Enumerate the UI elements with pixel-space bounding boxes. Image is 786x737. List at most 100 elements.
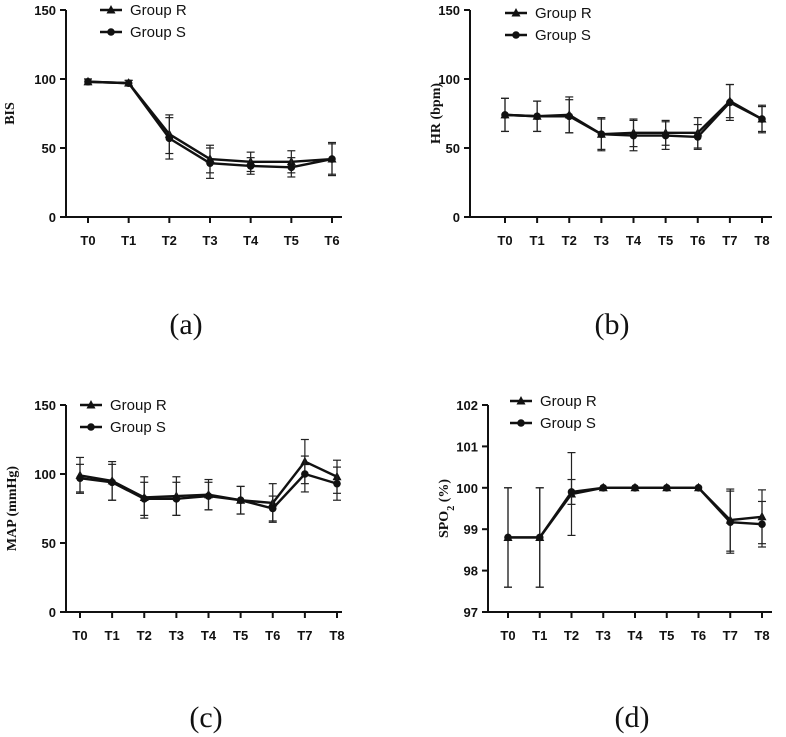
x-tick-label: T4 — [627, 628, 643, 643]
x-tick-label: T6 — [265, 628, 280, 643]
legend-marker — [512, 31, 520, 39]
panel-caption: (d) — [615, 701, 650, 734]
x-tick-label: T7 — [722, 233, 737, 248]
y-tick-label: 100 — [34, 72, 56, 87]
y-axis-title: HR (bpm) — [429, 83, 444, 144]
y-tick-label: 98 — [464, 564, 478, 579]
y-axis-title: BIS — [3, 102, 18, 125]
x-tick-label: T7 — [723, 628, 738, 643]
legend-marker — [106, 5, 116, 14]
data-point — [661, 131, 670, 140]
x-tick-label: T0 — [500, 628, 515, 643]
x-tick-label: T2 — [564, 628, 579, 643]
x-tick-label: T3 — [202, 233, 217, 248]
data-point — [108, 478, 116, 487]
x-tick-label: T2 — [162, 233, 177, 248]
x-tick-label: T1 — [105, 628, 120, 643]
x-tick-label: T6 — [690, 233, 705, 248]
y-tick-label: 50 — [42, 536, 56, 551]
data-point — [165, 134, 174, 143]
y-tick-label: 50 — [42, 141, 56, 156]
legend-label: Group R — [130, 2, 187, 19]
x-tick-label: T2 — [137, 628, 152, 643]
x-tick-label: T1 — [530, 233, 545, 248]
x-tick-label: T7 — [297, 628, 312, 643]
legend-marker — [511, 8, 521, 17]
data-point — [206, 159, 214, 167]
y-tick-label: 99 — [464, 522, 478, 537]
x-tick-label: T6 — [324, 233, 339, 248]
y-tick-label: 0 — [49, 210, 56, 225]
legend-item-group-r: Group R — [80, 397, 167, 414]
data-point — [565, 112, 574, 121]
legend-item-group-s: Group S — [100, 24, 186, 41]
y-tick-label: 150 — [438, 3, 460, 18]
data-point — [567, 488, 576, 496]
x-tick-label: T8 — [329, 628, 344, 643]
data-point — [504, 533, 512, 542]
x-tick-label: T0 — [72, 628, 87, 643]
x-tick-label: T0 — [80, 233, 95, 248]
legend-label: Group S — [535, 27, 591, 44]
y-tick-label: 97 — [464, 605, 478, 620]
data-point — [76, 474, 84, 482]
panel-caption: (c) — [189, 701, 222, 734]
x-tick-label: T0 — [497, 233, 512, 248]
x-tick-label: T3 — [594, 233, 609, 248]
y-tick-label: 150 — [34, 398, 56, 413]
y-tick-label: 102 — [456, 398, 478, 413]
data-point — [758, 520, 766, 529]
legend-label: Group R — [110, 397, 167, 414]
y-tick-label: 150 — [34, 3, 56, 18]
legend-marker — [107, 28, 115, 36]
y-tick-label: 0 — [453, 210, 460, 225]
data-point — [246, 162, 255, 170]
panel-caption: (b) — [595, 308, 630, 341]
data-point — [204, 492, 213, 500]
data-point — [726, 98, 734, 107]
legend-item-group-r: Group R — [505, 5, 592, 22]
data-point — [501, 111, 509, 119]
data-point — [631, 484, 639, 492]
legend-item-group-s: Group S — [510, 415, 596, 432]
data-point — [301, 470, 309, 478]
x-tick-label: T3 — [596, 628, 611, 643]
data-point — [124, 79, 133, 87]
x-tick-label: T5 — [659, 628, 674, 643]
data-point — [662, 484, 671, 492]
y-axis-title: MAP (mmHg) — [5, 466, 20, 551]
legend-label: Group R — [535, 5, 592, 22]
x-tick-label: T8 — [754, 628, 769, 643]
x-tick-label: T4 — [201, 628, 217, 643]
chart-b: 0 50 100 150 T0 T1 T2 T3 T4 T5 T6 T7 T8 HR (bpm) Group… — [429, 3, 772, 341]
data-point — [599, 484, 608, 492]
x-tick-label: T2 — [562, 233, 577, 248]
legend-item-group-r: Group R — [100, 2, 187, 19]
y-tick-label: 101 — [456, 439, 478, 454]
series-group-s — [84, 77, 336, 179]
chart-c: 0 50 100 150 T0 T1 T2 T3 T4 T5 T6 T7 T8 MAP (mmHg) Gro… — [5, 397, 345, 734]
data-point — [287, 163, 296, 172]
data-point — [694, 484, 703, 492]
data-point — [726, 518, 735, 526]
legend-item-group-s: Group S — [80, 419, 166, 436]
data-point — [140, 495, 149, 503]
x-tick-label: T5 — [233, 628, 248, 643]
data-point — [236, 496, 245, 505]
data-point — [758, 115, 766, 123]
data-point — [535, 533, 544, 542]
y-tick-label: 100 — [456, 481, 478, 496]
legend-label: Group S — [540, 415, 596, 432]
legend-marker — [87, 423, 95, 431]
x-tick-label: T6 — [691, 628, 706, 643]
x-tick-label: T4 — [626, 233, 642, 248]
data-point — [328, 155, 336, 163]
x-tick-label: T4 — [243, 233, 259, 248]
x-tick-label: T1 — [532, 628, 547, 643]
legend-label: Group R — [540, 393, 597, 410]
legend-label: Group S — [110, 419, 166, 436]
y-tick-label: 100 — [34, 467, 56, 482]
data-point — [172, 495, 181, 503]
legend-item-group-s: Group S — [505, 27, 591, 44]
